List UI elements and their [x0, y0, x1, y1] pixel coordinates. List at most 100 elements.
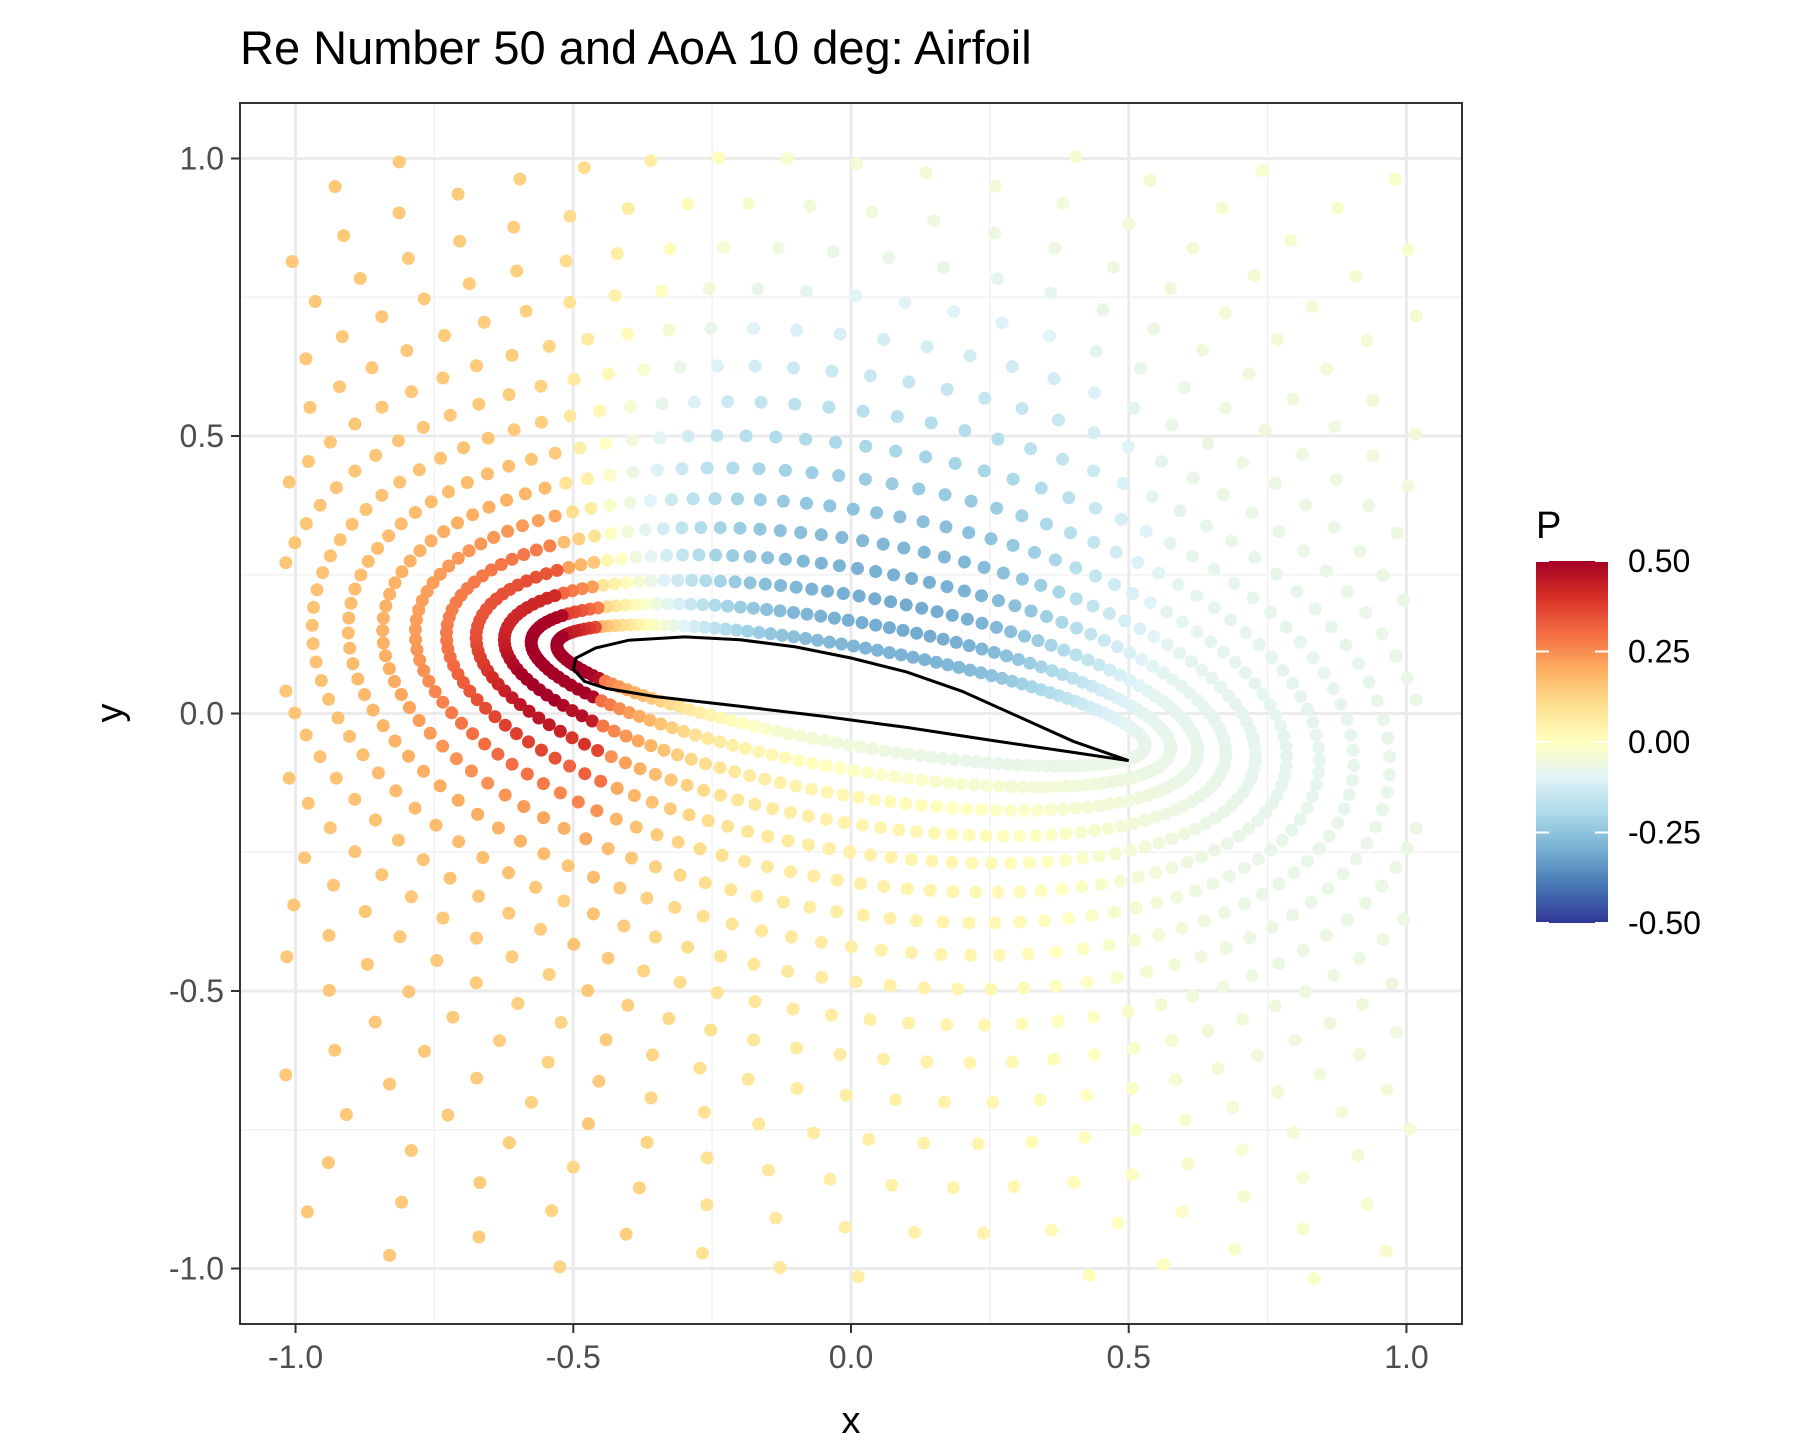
pressure-point [1251, 852, 1265, 866]
pressure-point [424, 534, 438, 548]
x-tick-label: 1.0 [1384, 1339, 1428, 1375]
pressure-point [989, 803, 1003, 817]
pressure-point [991, 594, 1005, 608]
pressure-point [462, 277, 476, 291]
pressure-point [1103, 797, 1117, 811]
pressure-point [417, 764, 430, 778]
pressure-point [1235, 1143, 1249, 1157]
pressure-point [984, 532, 998, 546]
pressure-point [303, 400, 317, 414]
pressure-point [306, 637, 320, 651]
pressure-point [488, 710, 502, 724]
pressure-point [1022, 856, 1036, 870]
pressure-point [345, 517, 359, 531]
pressure-point [1400, 671, 1414, 685]
pressure-point [1025, 1135, 1039, 1149]
pressure-point [1220, 837, 1234, 851]
pressure-point [626, 465, 640, 479]
pressure-point [957, 584, 971, 598]
pressure-point [1175, 615, 1189, 629]
pressure-point [1305, 300, 1319, 314]
pressure-point [1084, 627, 1098, 641]
legend-ticks: 0.50 0.25 0.00 -0.25 -0.50 [1536, 543, 1701, 941]
pressure-point [333, 380, 346, 394]
pressure-point [1356, 997, 1369, 1011]
pressure-point [1060, 779, 1074, 793]
legend-label: 0.50 [1628, 543, 1690, 579]
pressure-point [1001, 757, 1015, 771]
pressure-point [852, 790, 866, 804]
pressure-point [832, 559, 846, 573]
pressure-point [1272, 877, 1286, 891]
pressure-point [648, 930, 662, 944]
pressure-point [517, 548, 531, 561]
pressure-point [819, 812, 833, 826]
pressure-point [389, 784, 403, 798]
pressure-point [637, 964, 651, 978]
pressure-point [1056, 668, 1070, 681]
pressure-point [802, 838, 815, 852]
pressure-point [925, 750, 938, 764]
pressure-point [977, 560, 991, 574]
pressure-point [408, 801, 422, 815]
color-legend: P 0.50 0.25 0.00 -0.25 -0.50 [1536, 505, 1701, 941]
pressure-point [1383, 750, 1397, 763]
pressure-point [1164, 742, 1178, 756]
airfoil-outline [571, 635, 1130, 763]
pressure-point [655, 284, 669, 298]
legend-title: P [1536, 505, 1561, 547]
pressure-point [1199, 817, 1213, 831]
pressure-point [412, 714, 426, 727]
pressure-point [863, 848, 877, 862]
pressure-point [784, 930, 798, 944]
pressure-point [541, 1055, 555, 1069]
pressure-point [376, 624, 390, 637]
pressure-point [395, 1195, 409, 1209]
pressure-point [1342, 788, 1356, 802]
pressure-point [1293, 812, 1307, 826]
pressure-point [1201, 1024, 1215, 1038]
pressure-point [548, 446, 562, 460]
pressure-point [862, 1132, 876, 1146]
pressure-point [1129, 1123, 1143, 1137]
pressure-point [664, 773, 678, 787]
pressure-point [1312, 741, 1326, 755]
pressure-point [1114, 512, 1128, 526]
pressure-point [505, 950, 519, 964]
pressure-point [1123, 646, 1137, 660]
pressure-point [803, 199, 817, 213]
pressure-point [1069, 561, 1083, 575]
pressure-point [855, 616, 869, 630]
pressure-point [382, 662, 396, 676]
pressure-point [764, 627, 777, 641]
pressure-point [936, 751, 950, 765]
pressure-point [433, 779, 447, 793]
pressure-point [1096, 303, 1110, 317]
pressure-point [1274, 719, 1287, 733]
pressure-point [1133, 622, 1147, 636]
pressure-point [1397, 912, 1411, 926]
pressure-point [627, 789, 641, 802]
pressure-point [1255, 164, 1269, 178]
pressure-point [937, 550, 951, 564]
pressure-point [1154, 998, 1168, 1012]
pressure-point [1180, 856, 1194, 869]
pressure-point [491, 747, 505, 761]
pressure-point [348, 792, 362, 806]
pressure-point [940, 580, 954, 594]
pressure-point [1286, 392, 1300, 406]
pressure-point [945, 801, 959, 815]
pressure-point [548, 751, 562, 765]
pressure-point [1114, 819, 1128, 833]
pressure-point [751, 282, 765, 296]
chart-title: Re Number 50 and AoA 10 deg: Airfoil [240, 21, 1032, 74]
pressure-point [640, 1135, 654, 1149]
pressure-point [1352, 657, 1365, 671]
pressure-point [343, 729, 356, 743]
pressure-point [748, 995, 762, 1008]
pressure-point [1380, 785, 1394, 799]
pressure-point [422, 674, 436, 688]
pressure-point [1089, 344, 1103, 358]
